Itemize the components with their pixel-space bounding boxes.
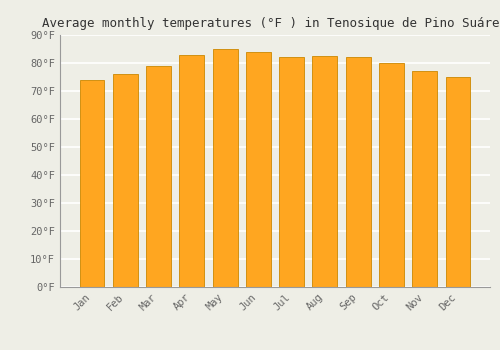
Bar bbox=[180, 55, 204, 287]
Bar bbox=[212, 49, 238, 287]
Bar bbox=[80, 80, 104, 287]
Bar bbox=[279, 57, 304, 287]
Bar bbox=[446, 77, 470, 287]
Bar bbox=[113, 74, 138, 287]
Bar bbox=[346, 57, 370, 287]
Bar bbox=[146, 66, 171, 287]
Title: Average monthly temperatures (°F ) in Tenosique de Pino Suárez: Average monthly temperatures (°F ) in Te… bbox=[42, 17, 500, 30]
Bar bbox=[412, 71, 437, 287]
Bar bbox=[246, 52, 271, 287]
Bar bbox=[312, 56, 338, 287]
Bar bbox=[379, 63, 404, 287]
